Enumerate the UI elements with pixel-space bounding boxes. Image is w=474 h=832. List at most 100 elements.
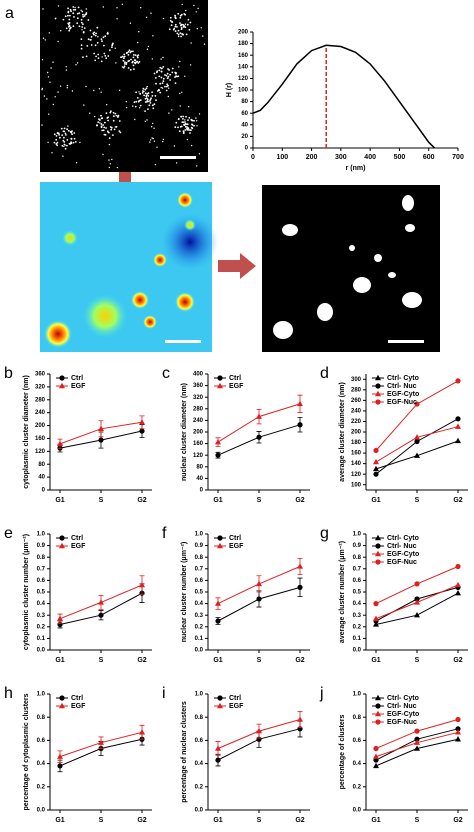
point (146, 48, 149, 50)
point (84, 13, 87, 16)
point (60, 127, 63, 130)
y-tick-label: 120 (193, 453, 204, 459)
point (92, 32, 95, 35)
legend-marker (59, 695, 65, 701)
point-marker (98, 437, 104, 443)
point (149, 102, 152, 104)
point-marker (57, 440, 63, 447)
point (177, 29, 180, 32)
point (162, 80, 165, 83)
point-marker (256, 596, 262, 602)
point (160, 58, 162, 60)
x-tick-label: G2 (453, 657, 462, 664)
x-tick-label: G2 (137, 817, 146, 824)
point (60, 30, 62, 32)
y-tick-label: 0.1 (195, 636, 204, 642)
point (56, 141, 59, 144)
x-tick-label: S (257, 817, 262, 824)
legend-label: EGF (229, 543, 244, 550)
heatmap-blob (143, 315, 157, 329)
legend-marker (375, 694, 381, 701)
point (153, 103, 156, 105)
y-tick-label: 0.5 (195, 590, 204, 596)
point (179, 32, 182, 34)
point (68, 18, 71, 21)
point (124, 61, 126, 64)
point (188, 28, 191, 31)
point (85, 85, 87, 88)
point (78, 12, 81, 15)
point (141, 92, 144, 94)
point-marker (256, 413, 262, 419)
point (152, 107, 155, 110)
point (146, 101, 148, 103)
x-tick-label: S (99, 657, 104, 664)
point (94, 34, 97, 37)
point (184, 75, 186, 78)
point (177, 12, 180, 15)
point (186, 23, 189, 26)
point (66, 139, 69, 141)
point (171, 71, 174, 74)
x-tick-label: G1 (371, 497, 380, 504)
scale-bar (160, 156, 196, 159)
y-tick-label: 0 (200, 488, 204, 494)
y-tick-label: 0.8 (195, 555, 204, 561)
y-tick-label: 220 (351, 419, 362, 425)
point (186, 126, 189, 128)
point (165, 74, 168, 77)
point-marker (455, 589, 461, 596)
point (174, 23, 177, 26)
x-tick-label: S (257, 657, 262, 664)
point (169, 73, 172, 76)
legend-marker (375, 390, 381, 397)
point (125, 52, 128, 54)
point (149, 100, 151, 102)
point (151, 137, 153, 139)
point (63, 141, 66, 143)
point (176, 26, 178, 28)
x-tick-label: 100 (276, 154, 288, 161)
y-axis-label: average cluster diameter (nm) (339, 382, 346, 482)
point (72, 25, 75, 28)
point (174, 25, 177, 28)
legend-label: EGF-Nuc (387, 719, 417, 726)
point (108, 143, 111, 146)
point-marker (373, 753, 379, 759)
point (47, 71, 49, 74)
point-marker (297, 584, 303, 590)
y-tick-label: 0.0 (37, 648, 46, 654)
point (162, 140, 164, 143)
point (107, 119, 109, 122)
x-tick-label: S (415, 657, 420, 664)
point (185, 115, 187, 118)
point (107, 131, 110, 134)
legend-marker (59, 375, 65, 381)
point (173, 27, 176, 30)
point (118, 130, 121, 133)
point (152, 35, 154, 37)
y-tick-label: 0.8 (195, 715, 204, 721)
point (54, 96, 56, 98)
legend-label: Ctrl- Cyto (387, 375, 419, 382)
point (127, 67, 130, 69)
point-marker (414, 434, 420, 440)
point (81, 26, 84, 28)
y-axis-label: percentage of cytoplasmic clusters (23, 693, 30, 810)
y-tick-label: 0.3 (195, 613, 204, 619)
point (123, 53, 126, 56)
point (75, 162, 78, 164)
point (140, 7, 142, 9)
point (68, 22, 71, 24)
binary-blob (353, 277, 371, 293)
x-axis-label: r (nm) (346, 165, 366, 172)
point (112, 119, 115, 122)
point (188, 106, 190, 108)
y-tick-label: 20 (241, 134, 248, 140)
point (162, 66, 165, 68)
point (100, 125, 103, 128)
point (151, 91, 154, 93)
point (148, 104, 151, 107)
point (138, 91, 140, 93)
